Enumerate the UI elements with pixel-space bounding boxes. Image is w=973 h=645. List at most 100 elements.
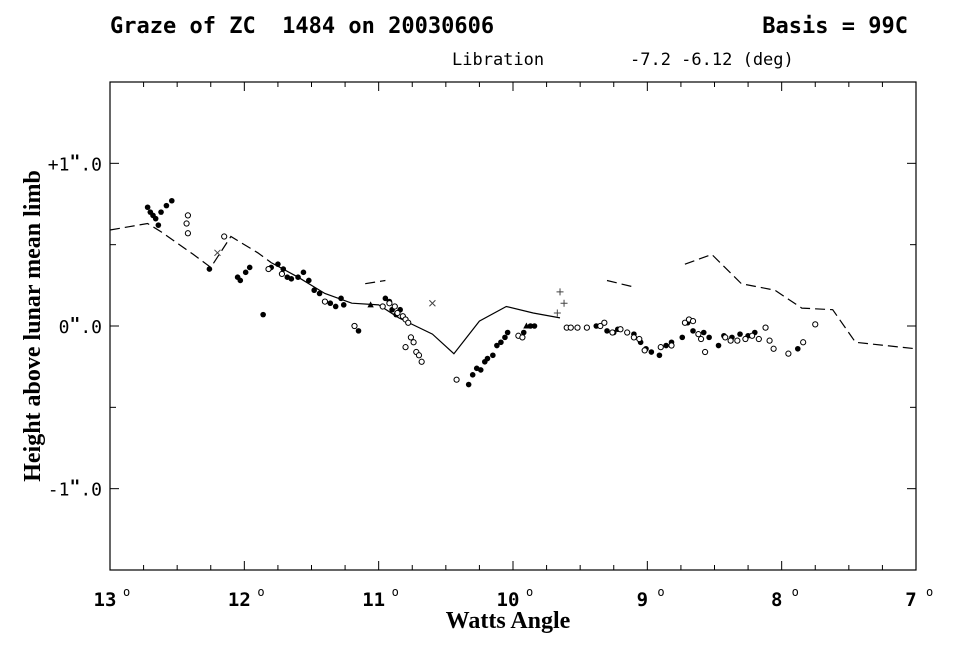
y-axis-label: Height above lunar mean limb	[20, 170, 46, 482]
open-circle-point	[617, 326, 624, 333]
filled-circle-point	[206, 266, 213, 272]
open-circle-point	[583, 324, 590, 331]
filled-circle-point	[144, 204, 151, 211]
open-circle-point	[755, 335, 762, 343]
open-circle-point	[630, 334, 638, 341]
filled-circle-point	[679, 334, 686, 341]
filled-circle-point	[490, 352, 496, 359]
open-circle-point	[351, 322, 358, 330]
y-tick-label: +1".0	[48, 151, 102, 175]
filled-circle-point	[531, 323, 538, 329]
open-circle-point	[407, 334, 415, 341]
open-circle-point	[410, 339, 417, 346]
filled-circle-point	[648, 349, 655, 355]
filled-circle-point	[494, 342, 500, 349]
open-circle-point	[636, 335, 643, 343]
filled-circle-point	[706, 334, 712, 341]
filled-circle-point	[158, 209, 164, 215]
degree-symbol: o	[257, 585, 264, 599]
filled-circle-point	[700, 329, 707, 336]
filled-circle-point	[311, 287, 317, 294]
open-circle-point	[749, 332, 756, 339]
open-circle-point	[689, 318, 697, 325]
open-circle-point	[574, 324, 581, 331]
filled-circle-point	[295, 274, 301, 281]
plus-point	[553, 309, 561, 317]
open-circle-point	[418, 358, 425, 365]
filled-circle-point	[260, 311, 266, 318]
x-axis-label: Watts Angle	[446, 608, 571, 634]
x-tick-label: 9	[637, 589, 648, 611]
open-circle-point	[695, 331, 702, 338]
open-circle-point	[405, 319, 412, 326]
limb-profile-solid	[270, 262, 561, 355]
degree-symbol: o	[792, 585, 799, 599]
open-circle-point	[601, 319, 608, 326]
filled-circle-point	[715, 342, 722, 349]
filled-circle-point	[237, 277, 244, 284]
open-circle-point	[657, 344, 664, 351]
open-circle-point	[668, 342, 675, 349]
open-circle-point	[701, 348, 709, 356]
filled-circle-point	[465, 381, 472, 388]
open-circle-point	[734, 337, 741, 344]
plus-point	[556, 288, 564, 296]
filled-circle-point	[280, 266, 287, 272]
plus-point	[560, 299, 568, 307]
filled-circle-point	[306, 277, 312, 284]
filled-circle-point	[355, 328, 362, 334]
filled-circle-point	[155, 222, 162, 228]
filled-circle-point	[338, 295, 344, 302]
open-circle-point	[394, 309, 401, 317]
open-circle-point	[265, 265, 272, 273]
degree-symbol: o	[392, 585, 399, 599]
open-circle-point	[609, 329, 616, 336]
open-circle-point	[800, 339, 807, 346]
limb-profile-dashed	[606, 279, 635, 288]
filled-circle-point	[242, 269, 249, 276]
open-circle-point	[184, 230, 192, 237]
filled-circle-point	[604, 328, 610, 334]
x-tick-label: 7	[905, 589, 916, 611]
filled-circle-point	[527, 323, 534, 329]
x-tick-label: 12	[228, 589, 251, 611]
degree-symbol: o	[657, 585, 664, 599]
filled-circle-point	[477, 367, 484, 373]
open-circle-point	[567, 324, 574, 331]
open-circle-point	[278, 270, 286, 278]
filled-circle-point	[382, 295, 389, 302]
open-circle-point	[697, 335, 705, 343]
open-circle-point	[386, 300, 393, 307]
filled-circle-point	[656, 352, 663, 359]
open-circle-point	[453, 376, 460, 383]
open-circle-point	[722, 334, 729, 341]
filled-circle-point	[332, 303, 339, 310]
open-circle-point	[770, 345, 777, 352]
filled-circle-point	[737, 331, 743, 337]
filled-circle-point	[502, 334, 508, 341]
filled-circle-point	[484, 355, 491, 362]
basis-label: Basis = 99C	[762, 14, 908, 39]
libration-label: Libration	[452, 50, 544, 70]
open-circle-point	[321, 298, 329, 305]
open-circle-point	[766, 337, 773, 344]
cross-point	[429, 299, 436, 307]
filled-circle-point	[300, 269, 307, 276]
filled-circle-point	[163, 202, 170, 209]
filled-circle-point	[275, 261, 281, 267]
y-tick-label: -1".0	[48, 477, 102, 501]
open-circle-point	[391, 303, 398, 310]
open-circle-point	[221, 233, 228, 240]
degree-symbol: o	[526, 585, 533, 599]
filled-circle-point	[316, 290, 323, 297]
filled-circle-point	[288, 276, 295, 282]
open-circle-point	[597, 322, 604, 330]
open-circle-point	[624, 329, 631, 336]
triangle-point	[367, 301, 374, 308]
filled-circle-point	[327, 300, 334, 307]
limb-profile-dashed	[365, 279, 386, 285]
x-tick-label: 10	[497, 589, 520, 611]
x-tick-label: 11	[362, 589, 385, 611]
x-tick-label: 13	[94, 589, 117, 611]
